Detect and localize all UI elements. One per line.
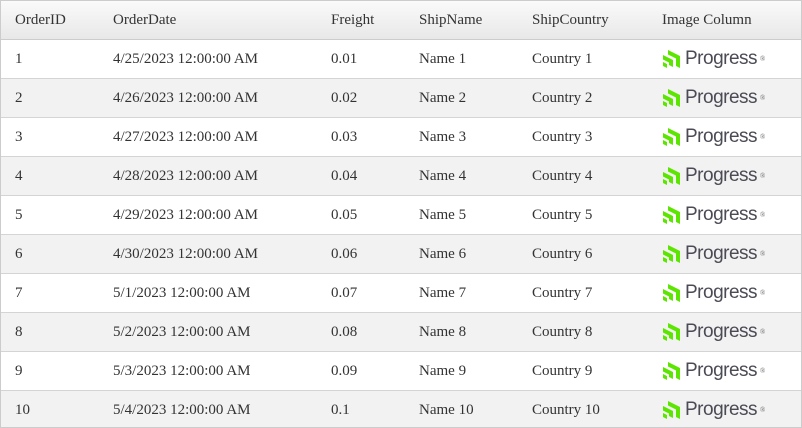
cell-image: Progress ®: [648, 273, 801, 313]
cell-id: 2: [1, 78, 99, 118]
cell-image: Progress ®: [648, 156, 801, 196]
cell-country: Country 1: [518, 39, 648, 79]
cell-name: Name 10: [405, 390, 518, 427]
cell-date: 4/29/2023 12:00:00 AM: [99, 195, 317, 235]
cell-date: 5/1/2023 12:00:00 AM: [99, 273, 317, 313]
cell-name: Name 7: [405, 273, 518, 313]
cell-image: Progress ®: [648, 78, 801, 118]
column-header-shipname[interactable]: ShipName: [405, 1, 518, 40]
cell-id: 7: [1, 273, 99, 313]
cell-freight: 0.06: [317, 234, 405, 274]
cell-image: Progress ®: [648, 390, 801, 427]
cell-name: Name 8: [405, 312, 518, 352]
cell-date: 4/25/2023 12:00:00 AM: [99, 39, 317, 79]
cell-freight: 0.07: [317, 273, 405, 313]
cell-id: 8: [1, 312, 99, 352]
cell-image: Progress ®: [648, 312, 801, 352]
column-header-shipcountry[interactable]: ShipCountry: [518, 1, 648, 40]
cell-name: Name 9: [405, 351, 518, 391]
table-row[interactable]: 9 5/3/2023 12:00:00 AM 0.09 Name 9 Country 9…: [1, 351, 801, 391]
cell-image: Progress ®: [648, 195, 801, 235]
cell-name: Name 2: [405, 78, 518, 118]
column-header-freight[interactable]: Freight: [317, 1, 405, 40]
cell-id: 9: [1, 351, 99, 391]
table-row[interactable]: 2 4/26/2023 12:00:00 AM 0.02 Name 2 Country …: [1, 78, 801, 118]
progress-logo-icon: [663, 50, 680, 68]
progress-logo: Progress ®: [662, 282, 765, 304]
progress-logo-icon: [663, 206, 680, 224]
cell-freight: 0.05: [317, 195, 405, 235]
cell-image: Progress ®: [648, 351, 801, 391]
cell-country: Country 3: [518, 117, 648, 157]
cell-image: Progress ®: [648, 39, 801, 79]
cell-country: Country 2: [518, 78, 648, 118]
column-header-orderdate[interactable]: OrderDate: [99, 1, 317, 40]
cell-name: Name 4: [405, 156, 518, 196]
cell-freight: 0.01: [317, 39, 405, 79]
cell-country: Country 8: [518, 312, 648, 352]
cell-country: Country 6: [518, 234, 648, 274]
cell-country: Country 5: [518, 195, 648, 235]
cell-freight: 0.04: [317, 156, 405, 196]
progress-logo: Progress ®: [662, 126, 765, 148]
table-row[interactable]: 1 4/25/2023 12:00:00 AM 0.01 Name 1 Country …: [1, 39, 801, 79]
column-header-image[interactable]: Image Column: [648, 1, 801, 40]
progress-logo: Progress ®: [662, 87, 765, 109]
cell-id: 3: [1, 117, 99, 157]
cell-freight: 0.1: [317, 390, 405, 427]
progress-logo-icon: [663, 401, 680, 419]
cell-id: 10: [1, 390, 99, 427]
table-row[interactable]: 5 4/29/2023 12:00:00 AM 0.05 Name 5 Country …: [1, 195, 801, 235]
table-row[interactable]: 7 5/1/2023 12:00:00 AM 0.07 Name 7 Country 7…: [1, 273, 801, 313]
progress-logo: Progress ®: [662, 165, 765, 187]
progress-logo-icon: [663, 128, 680, 146]
cell-country: Country 9: [518, 351, 648, 391]
header-row: OrderID OrderDate Freight ShipName ShipC…: [1, 1, 801, 40]
progress-logo-icon: [663, 323, 680, 341]
cell-country: Country 7: [518, 273, 648, 313]
cell-date: 5/4/2023 12:00:00 AM: [99, 390, 317, 427]
progress-logo: Progress ®: [662, 48, 765, 70]
cell-id: 4: [1, 156, 99, 196]
cell-date: 4/30/2023 12:00:00 AM: [99, 234, 317, 274]
cell-id: 5: [1, 195, 99, 235]
progress-logo-icon: [663, 167, 680, 185]
cell-name: Name 1: [405, 39, 518, 79]
progress-logo: Progress ®: [662, 243, 765, 265]
column-header-orderid[interactable]: OrderID: [1, 1, 99, 40]
cell-name: Name 6: [405, 234, 518, 274]
cell-image: Progress ®: [648, 234, 801, 274]
cell-country: Country 10: [518, 390, 648, 427]
cell-id: 6: [1, 234, 99, 274]
cell-name: Name 3: [405, 117, 518, 157]
table-row[interactable]: 10 5/4/2023 12:00:00 AM 0.1 Name 10 Country …: [1, 390, 801, 427]
progress-logo-icon: [663, 284, 680, 302]
cell-freight: 0.02: [317, 78, 405, 118]
table-row[interactable]: 3 4/27/2023 12:00:00 AM 0.03 Name 3 Country …: [1, 117, 801, 157]
cell-id: 1: [1, 39, 99, 79]
cell-date: 4/26/2023 12:00:00 AM: [99, 78, 317, 118]
table-row[interactable]: 6 4/30/2023 12:00:00 AM 0.06 Name 6 Country …: [1, 234, 801, 274]
table-row[interactable]: 4 4/28/2023 12:00:00 AM 0.04 Name 4 Country …: [1, 156, 801, 196]
progress-logo: Progress ®: [662, 360, 765, 382]
cell-image: Progress ®: [648, 117, 801, 157]
progress-logo: Progress ®: [662, 204, 765, 226]
cell-date: 4/28/2023 12:00:00 AM: [99, 156, 317, 196]
progress-logo-icon: [663, 245, 680, 263]
cell-name: Name 5: [405, 195, 518, 235]
cell-freight: 0.03: [317, 117, 405, 157]
cell-country: Country 4: [518, 156, 648, 196]
progress-logo-icon: [663, 89, 680, 107]
table-row[interactable]: 8 5/2/2023 12:00:00 AM 0.08 Name 8 Country 8…: [1, 312, 801, 352]
cell-freight: 0.09: [317, 351, 405, 391]
cell-date: 4/27/2023 12:00:00 AM: [99, 117, 317, 157]
progress-logo: Progress ®: [662, 321, 765, 343]
cell-date: 5/2/2023 12:00:00 AM: [99, 312, 317, 352]
progress-logo: Progress ®: [662, 399, 765, 421]
cell-date: 5/3/2023 12:00:00 AM: [99, 351, 317, 391]
progress-logo-icon: [663, 362, 680, 380]
cell-freight: 0.08: [317, 312, 405, 352]
